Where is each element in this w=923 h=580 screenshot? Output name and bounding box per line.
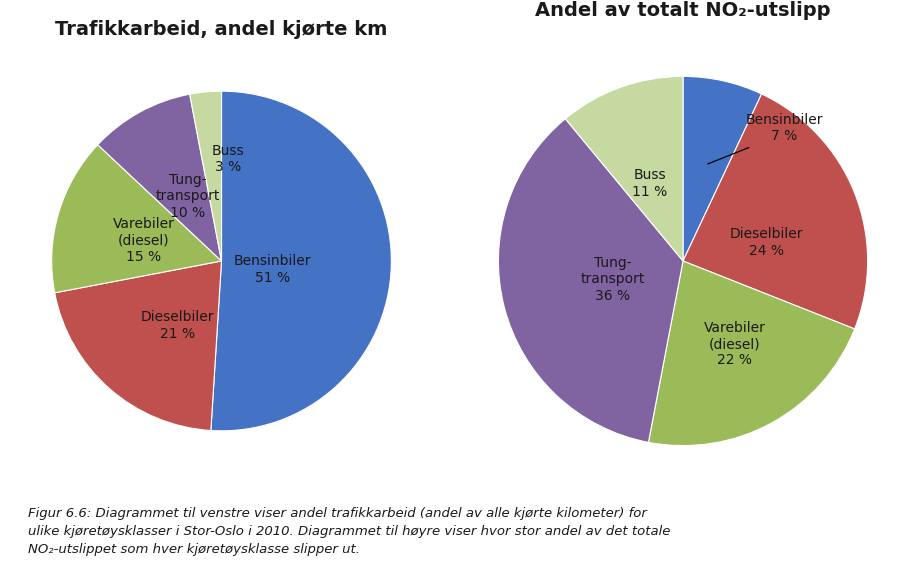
- Text: Bensinbiler
7 %: Bensinbiler 7 %: [746, 113, 823, 143]
- Wedge shape: [683, 94, 868, 329]
- Text: Tung-
transport
10 %: Tung- transport 10 %: [155, 173, 220, 220]
- Wedge shape: [683, 77, 761, 261]
- Wedge shape: [54, 261, 222, 430]
- Wedge shape: [210, 91, 391, 431]
- Text: Bensinbiler
51 %: Bensinbiler 51 %: [234, 255, 311, 285]
- Wedge shape: [52, 145, 222, 293]
- Wedge shape: [98, 94, 222, 261]
- Text: Varebiler
(diesel)
15 %: Varebiler (diesel) 15 %: [113, 218, 174, 264]
- Text: Tung-
transport
36 %: Tung- transport 36 %: [581, 256, 645, 303]
- Text: Figur 6.6: Diagrammet til venstre viser andel trafikkarbeid (andel av alle kjørt: Figur 6.6: Diagrammet til venstre viser …: [28, 508, 670, 556]
- Text: Buss
11 %: Buss 11 %: [632, 168, 667, 198]
- Wedge shape: [190, 91, 222, 261]
- Title: Andel av totalt NO₂-utslipp: Andel av totalt NO₂-utslipp: [535, 1, 831, 20]
- Wedge shape: [566, 77, 683, 261]
- Text: Dieselbiler
24 %: Dieselbiler 24 %: [729, 227, 803, 258]
- Text: Buss
3 %: Buss 3 %: [212, 144, 245, 174]
- Text: Dieselbiler
21 %: Dieselbiler 21 %: [140, 310, 214, 340]
- Text: Varebiler
(diesel)
22 %: Varebiler (diesel) 22 %: [703, 321, 766, 367]
- Wedge shape: [649, 261, 855, 445]
- Title: Trafikkarbeid, andel kjørte km: Trafikkarbeid, andel kjørte km: [55, 20, 388, 39]
- Wedge shape: [498, 119, 683, 443]
